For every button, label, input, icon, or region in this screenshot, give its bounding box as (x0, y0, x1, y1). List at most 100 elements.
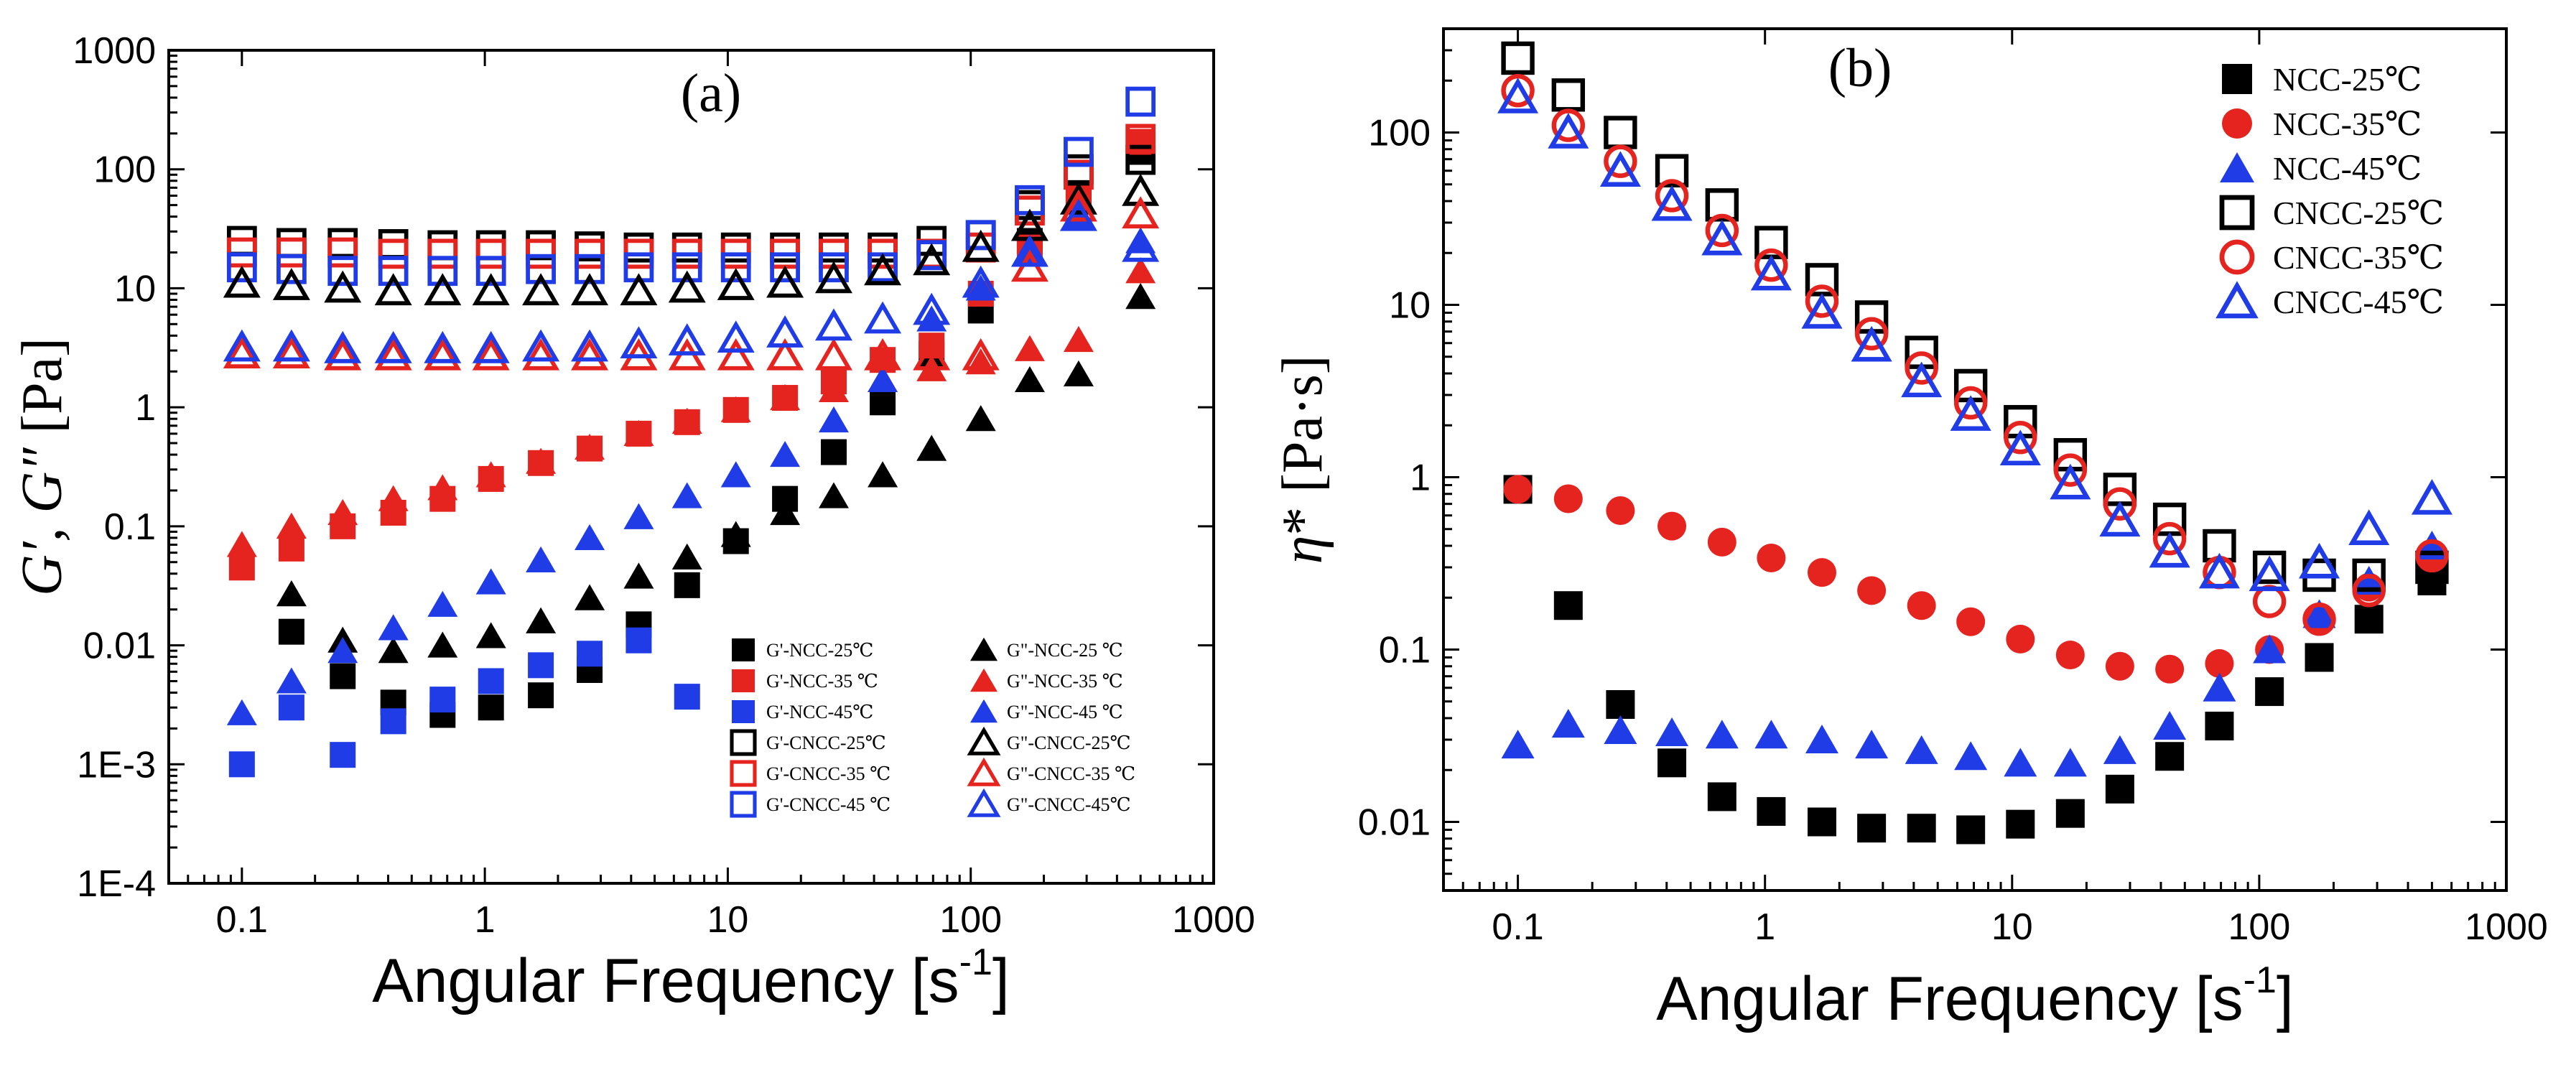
data-point (1501, 73, 1535, 108)
legend-marker (2219, 195, 2255, 231)
data-point (575, 254, 605, 284)
data-point (1059, 182, 1097, 215)
data-point (1757, 796, 1786, 826)
data-point (1551, 108, 1586, 142)
data-point (324, 330, 362, 363)
data-point (1956, 815, 1986, 845)
data-point (1953, 386, 1988, 420)
y-axis-title-a-symbols: G′, G″ (11, 447, 74, 596)
legend-marker (732, 700, 755, 723)
data-point (278, 694, 304, 721)
y-axis-title-a: G′, G″ [Pa] (11, 338, 74, 596)
legend-item-b: NCC-35℃ (2222, 106, 2422, 142)
legend-item-b: CNCC-35℃ (2219, 239, 2444, 276)
data-point (424, 338, 462, 371)
legend-label: G'-NCC-25℃ (766, 640, 873, 661)
data-point (720, 521, 751, 547)
legend-label: G'-NCC-45℃ (766, 702, 873, 722)
data-point (868, 461, 898, 488)
data-point (1655, 154, 1689, 187)
data-point (327, 237, 358, 268)
x-tick-label: 1 (1754, 906, 1775, 948)
legend-marker (967, 757, 1001, 786)
data-point (1754, 248, 1788, 282)
data-point (1801, 293, 1843, 329)
data-point (276, 254, 307, 284)
data-point (720, 232, 751, 263)
data-marks-b (1497, 41, 2452, 845)
data-point (2153, 710, 2187, 740)
data-point (1501, 730, 1535, 759)
legend-label: G'-CNCC-45 ℃ (766, 794, 891, 815)
data-point (526, 607, 557, 633)
data-point (1705, 213, 1739, 248)
data-point (1010, 234, 1048, 267)
data-point (1807, 558, 1836, 587)
legend-label: CNCC-25℃ (2273, 195, 2444, 231)
data-point (2103, 735, 2136, 764)
data-point (1063, 203, 1094, 229)
legend-item-a: G'-CNCC-25℃ (730, 729, 886, 756)
legend-item-a: G"-CNCC-45℃ (967, 788, 1131, 817)
data-point (916, 305, 947, 332)
data-point (1059, 198, 1097, 231)
x-axis-title-a-sup: -1 (959, 941, 992, 983)
data-point (1956, 607, 1986, 636)
data-point (272, 329, 310, 362)
data-point (327, 637, 358, 664)
data-point (2004, 420, 2037, 455)
legend-label: NCC-45℃ (2273, 150, 2422, 187)
legend-label: G"-CNCC-45℃ (1007, 794, 1131, 815)
data-point (427, 590, 458, 617)
data-point (2354, 605, 2384, 634)
data-point (674, 572, 700, 598)
data-point (1063, 360, 1094, 387)
data-point (2415, 550, 2449, 585)
legend-marker (732, 638, 755, 661)
y-tick-label: 1E-3 (77, 744, 156, 786)
data-point (1905, 735, 1938, 764)
data-point (528, 682, 554, 709)
data-point (223, 329, 261, 362)
data-point (770, 383, 801, 411)
data-point (577, 641, 603, 667)
data-point (671, 482, 702, 508)
data-point (1707, 782, 1736, 811)
data-point (1122, 229, 1160, 262)
data-point (2004, 748, 2037, 777)
series-g-ncc-25 (276, 283, 1156, 664)
data-point (2253, 634, 2287, 664)
data-point (2006, 624, 2035, 654)
legend-marker (2222, 64, 2252, 94)
data-point (770, 252, 800, 283)
data-point (2415, 539, 2449, 573)
data-point (424, 273, 462, 306)
data-point (1606, 689, 1635, 719)
legend-marker (2219, 239, 2255, 275)
data-point (1551, 78, 1586, 112)
plot-frame-a (167, 49, 1215, 885)
data-point (2348, 509, 2390, 545)
data-point (1125, 144, 1156, 175)
data-point (2155, 654, 2185, 684)
data-point (1548, 113, 1589, 149)
data-point (427, 256, 458, 287)
legend-item-a: G'-NCC-25℃ (732, 638, 873, 661)
series-g-cncc-45 (223, 198, 1160, 363)
data-point (427, 230, 458, 261)
y-tick-label: 1000 (73, 30, 156, 72)
x-tick-label: 1000 (1172, 899, 1255, 941)
data-point (378, 256, 409, 287)
data-point (868, 366, 898, 393)
data-point (864, 338, 902, 371)
panel-label-b: (b) (1828, 38, 1892, 98)
data-point (226, 252, 257, 283)
data-point (916, 240, 947, 271)
legend-item-a: G'-NCC-45℃ (732, 700, 873, 723)
y-tick-label: 1 (1410, 457, 1431, 498)
data-point (720, 396, 751, 422)
data-point (620, 273, 658, 306)
data-point (475, 256, 506, 287)
data-point (378, 238, 409, 269)
data-point (2252, 550, 2287, 585)
